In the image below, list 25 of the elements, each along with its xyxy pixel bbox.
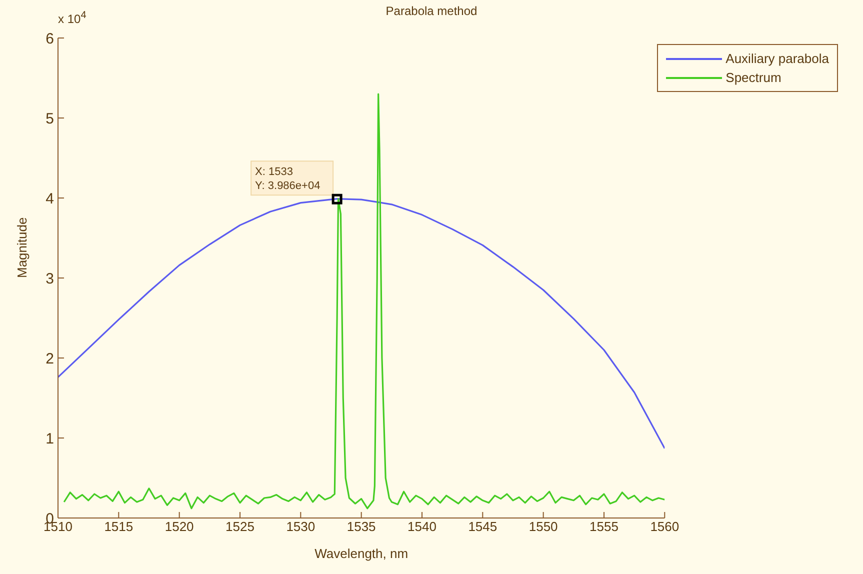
x-tick-label: 1535 [346, 519, 376, 534]
y-tick-label: 6 [46, 30, 54, 48]
y-tick-label: 2 [46, 350, 54, 368]
y-axis-title: Magnitude [14, 217, 30, 278]
datatip: X: 1533 Y: 3.986e+04 [250, 160, 342, 204]
x-axis-title: Wavelength, nm [314, 546, 408, 561]
x-tick-label: 1545 [468, 519, 498, 534]
x-tick-label: 1530 [286, 519, 316, 534]
y-tick-label: 1 [46, 430, 54, 448]
x-tick-label: 1555 [590, 519, 618, 534]
x-tick-label: 1520 [164, 519, 194, 534]
y-tick-label: 5 [46, 110, 54, 128]
y-tick-label: 3 [46, 270, 54, 288]
x-tick-label: 1550 [528, 519, 558, 534]
legend-label: Auxiliary parabola [726, 50, 829, 68]
x-tick-label: 1560 [650, 519, 680, 534]
y-tick-label: 4 [46, 190, 54, 208]
legend-label: Spectrum [726, 69, 782, 87]
chart-title: Parabola method [386, 4, 478, 18]
annotation: X: 1533 Y: 3.986e+04 [255, 166, 320, 192]
text: x 10$^{4}$ [58, 10, 86, 26]
x-tick-label: 1525 [226, 519, 254, 534]
x-tick-label: 1515 [104, 519, 134, 534]
line-series [63, 93, 665, 510]
x-tick-label: 1540 [408, 519, 436, 534]
